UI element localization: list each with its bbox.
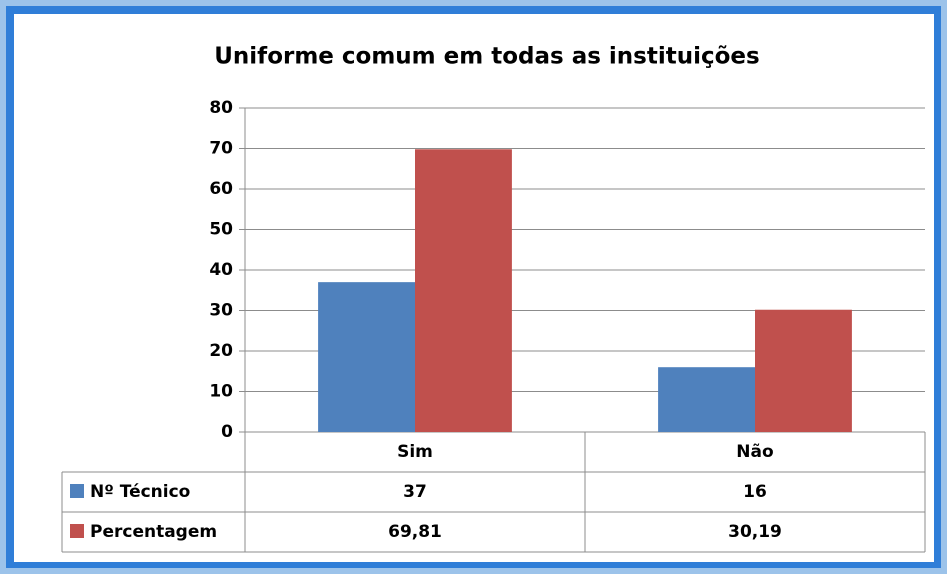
legend-key xyxy=(70,484,84,498)
chart-title: Uniforme comum em todas as instituições xyxy=(214,44,759,70)
y-tick-label: 30 xyxy=(209,301,233,321)
legend-label: Percentagem xyxy=(90,522,217,542)
table-value: 37 xyxy=(403,482,427,502)
bar xyxy=(658,367,755,432)
y-tick-label: 40 xyxy=(209,260,233,280)
table-value: 69,81 xyxy=(388,522,442,542)
x-tick-label: Não xyxy=(736,442,773,462)
y-tick-label: 20 xyxy=(209,341,233,361)
y-tick-label: 50 xyxy=(209,220,233,240)
table-value: 30,19 xyxy=(728,522,782,542)
y-tick-label: 0 xyxy=(221,422,233,442)
legend-key xyxy=(70,524,84,538)
legend-label: Nº Técnico xyxy=(90,482,190,502)
bar xyxy=(318,282,415,432)
y-tick-label: 70 xyxy=(209,139,233,159)
y-tick-label: 10 xyxy=(209,382,233,402)
y-tick-label: 80 xyxy=(209,98,233,118)
table-value: 16 xyxy=(743,482,767,502)
x-tick-label: Sim xyxy=(397,442,433,462)
bar xyxy=(755,309,852,432)
y-tick-label: 60 xyxy=(209,179,233,199)
bar xyxy=(415,149,512,432)
